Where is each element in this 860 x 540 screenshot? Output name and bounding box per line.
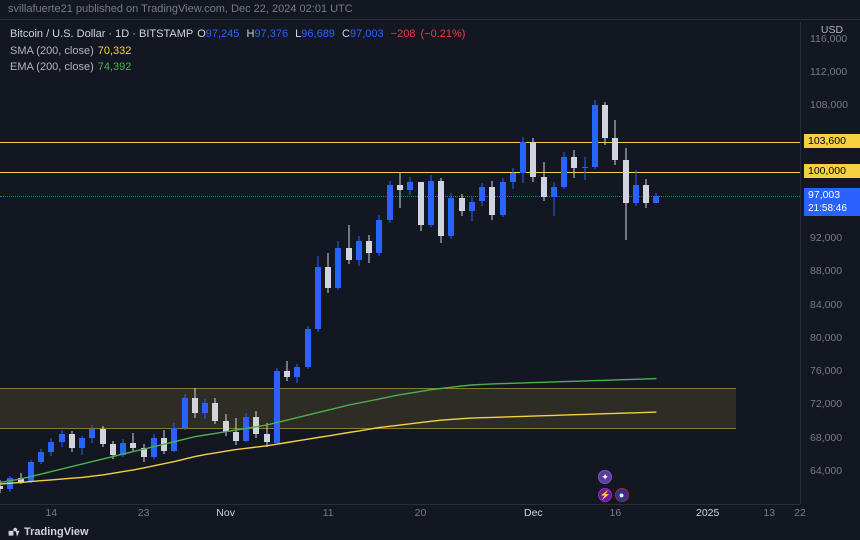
x-tick: 23 [138,507,150,519]
price-chart[interactable]: ✦ ⚡● [0,22,800,504]
event-marker-icon[interactable]: ✦ [598,470,612,484]
y-tick: 64,000 [804,465,860,477]
y-tick: 84,000 [804,299,860,311]
demand-zone[interactable] [0,388,736,430]
tv-icon [8,526,20,538]
sma-200-line[interactable] [0,22,800,504]
y-axis[interactable]: USD 116,000112,000108,00092,00088,00084,… [800,22,860,504]
sma-label[interactable]: SMA (200, close) [10,43,94,60]
legend: Bitcoin / U.S. Dollar · 1D · BITSTAMP O9… [10,26,469,76]
y-tick: 80,000 [804,332,860,344]
last-price-tag: 97,003 [804,188,860,202]
x-axis[interactable]: 1423Nov1120Dec1620251322 [0,504,800,524]
x-tick: 11 [323,507,334,519]
ema-value: 74,392 [98,59,132,76]
x-tick: 2025 [696,507,719,519]
sma-value: 70,332 [98,43,132,60]
event-marker-icon[interactable]: ⚡ [598,488,612,502]
y-tick: 108,000 [804,99,860,111]
y-tick: 112,000 [804,66,860,78]
publish-bar: svillafuerte21 published on TradingView.… [0,0,860,20]
y-tick: 72,000 [804,398,860,410]
bar-countdown: 21:58:46 [804,202,860,216]
x-tick: 16 [610,507,622,519]
y-tick: 68,000 [804,432,860,444]
tradingview-logo[interactable]: TradingView [8,526,89,538]
x-tick: 13 [763,507,775,519]
ohlc-values: O97,245 H97,376 L96,689 C97,003 −208 (−0… [197,26,469,43]
y-tick: 92,000 [804,232,860,244]
y-tick: 88,000 [804,265,860,277]
y-tick: 76,000 [804,365,860,377]
price-level-tag: 103,600 [804,134,860,148]
x-tick: Dec [524,507,543,519]
symbol-title[interactable]: Bitcoin / U.S. Dollar · 1D · BITSTAMP [10,26,193,43]
x-tick: 14 [45,507,57,519]
event-marker-icon[interactable]: ● [615,488,629,502]
price-level-tag: 100,000 [804,164,860,178]
ema-label[interactable]: EMA (200, close) [10,59,94,76]
price-level-line[interactable] [0,142,800,143]
y-tick: 116,000 [804,33,860,45]
ema-200-line[interactable] [0,22,800,504]
publish-text: svillafuerte21 published on TradingView.… [8,3,353,16]
x-tick: Nov [216,507,235,519]
x-tick: 22 [794,507,806,519]
x-tick: 20 [415,507,427,519]
